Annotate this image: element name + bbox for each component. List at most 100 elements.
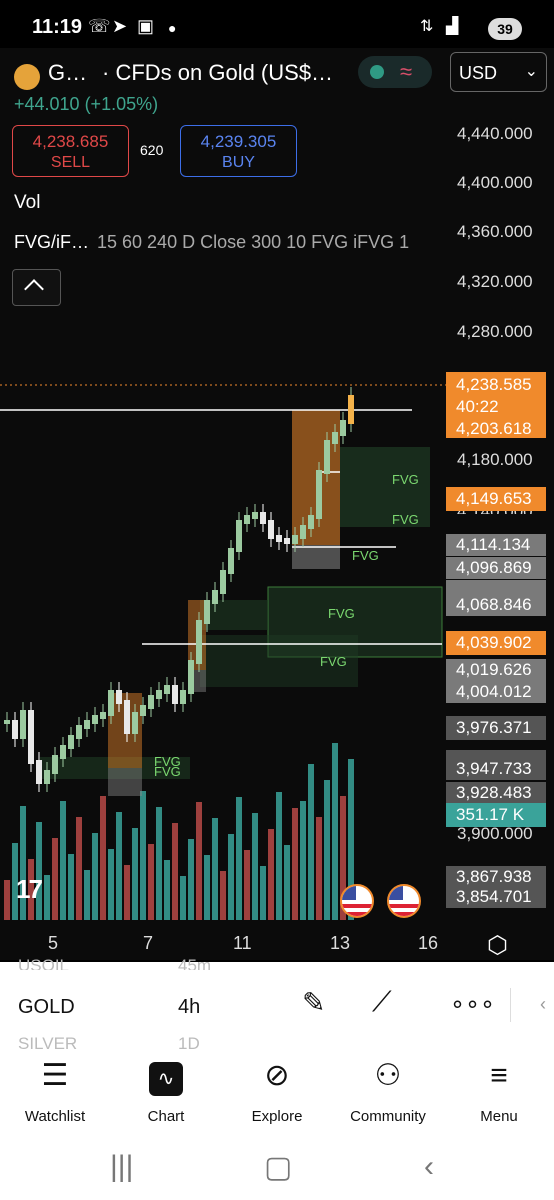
candle-body [244, 515, 250, 524]
candle-body [284, 538, 290, 544]
price-tag-hidden [446, 580, 546, 594]
volume-bar [84, 870, 90, 920]
fvg-label: FVG [352, 548, 379, 563]
volume-bar [196, 802, 202, 920]
candle-body [324, 440, 330, 474]
nav-explore-label: Explore [251, 1108, 303, 1125]
us-flag-event-icon[interactable] [387, 884, 421, 918]
interval-picker-next[interactable]: 1D [178, 1034, 200, 1050]
wave-icon: ≈ [400, 59, 413, 84]
candle-body [4, 720, 10, 724]
price-tag: 3,947.733 [446, 758, 546, 780]
price-tag: 4,096.869 [446, 557, 546, 579]
market-status-pill[interactable]: ≈ [358, 56, 432, 88]
nav-watchlist-label: Watchlist [24, 1108, 86, 1125]
currency-select[interactable]: USD ⌄ [450, 52, 547, 92]
candle-body [52, 755, 58, 774]
volume-bar [244, 850, 250, 920]
fvg-zone [40, 757, 190, 779]
nav-community[interactable]: ⚇ Community [333, 1050, 443, 1140]
nav-menu-label: Menu [480, 1108, 518, 1125]
nav-explore[interactable]: ⊘ Explore [222, 1050, 332, 1140]
us-flag-event-icon[interactable] [340, 884, 374, 918]
home-icon[interactable]: ▢ [264, 1151, 293, 1184]
candle-body [156, 690, 162, 699]
candle-body [132, 712, 138, 734]
volume-bar [340, 796, 346, 920]
candle-body [100, 712, 106, 719]
price-tag: 3,928.483 [446, 782, 546, 804]
candle-body [12, 720, 18, 739]
candle-body [236, 520, 242, 552]
symbol-picker-prev[interactable]: USOIL [18, 956, 70, 970]
volume-bar [108, 849, 114, 920]
fvg-zone [340, 447, 430, 527]
nav-chart[interactable]: ∿ Chart [111, 1050, 221, 1140]
bar-countdown: 40:22 [456, 397, 499, 416]
volume-bar [60, 801, 66, 920]
gold-logo-icon[interactable] [14, 64, 40, 90]
last-price: 4,238.585 [456, 375, 532, 394]
sell-button[interactable]: 4,238.685 SELL [12, 125, 129, 177]
trend-line-icon[interactable]: ⟋ [372, 986, 392, 1017]
candle-body [276, 535, 282, 542]
chart-settings-icon[interactable]: ⬡ [487, 932, 508, 959]
status-time: 11:19 [32, 16, 83, 38]
nav-watchlist[interactable]: ☰ Watchlist [0, 1050, 110, 1140]
interval-picker[interactable]: 4h [178, 996, 201, 1018]
more-icon[interactable]: ∘∘∘ [450, 991, 496, 1018]
symbol-picker[interactable]: GOLD [18, 996, 75, 1018]
toolbar-divider [510, 988, 511, 1022]
sell-label: SELL [50, 154, 91, 171]
volume-bar [12, 843, 18, 920]
chevron-down-icon: ⌄ [524, 63, 538, 80]
symbol-description[interactable]: · CFDs on Gold (US$… [102, 60, 334, 85]
price-tag: 4,149.653 [446, 487, 546, 511]
fvg-zones [40, 447, 443, 779]
interval-picker-prev[interactable]: 45m [178, 956, 212, 970]
volume-bar [148, 844, 154, 920]
volume-indicator-label[interactable]: Vol [14, 192, 41, 213]
compass-icon: ⊘ [264, 1059, 290, 1092]
candle-body [164, 685, 170, 694]
volume-bar [92, 833, 98, 920]
drawing-pen-icon[interactable]: ✎ [302, 987, 326, 1018]
symbol-picker-next[interactable]: SILVER [18, 1034, 78, 1050]
candle-body [68, 735, 74, 749]
watchlist-icon: ☰ [41, 1059, 69, 1092]
community-icon: ⚇ [374, 1059, 402, 1092]
candle-body [348, 395, 354, 424]
volume-bar [28, 859, 34, 920]
screen-icon: ▣ [137, 16, 155, 36]
symbol-short[interactable]: G… [48, 60, 88, 85]
price-chart[interactable] [0, 48, 554, 960]
chevron-left-icon[interactable]: ‹ [540, 994, 546, 1014]
fvg-indicator-params: 15 60 240 D Close 300 10 FVG iFVG 1 [97, 232, 410, 252]
recents-icon[interactable]: ||| [110, 1150, 134, 1183]
collapse-indicators-button[interactable] [12, 269, 61, 306]
status-bar: 11:19 ☏ ➤ ▣ ● ⇅ ▟ 39 [0, 0, 554, 48]
buy-button[interactable]: 4,239.305 BUY [180, 125, 297, 177]
price-tag: 4,068.846 [446, 594, 546, 616]
fvg-label: FVG [392, 472, 419, 487]
price-tag: 4,039.902 [446, 631, 546, 655]
nav-community-label: Community [350, 1108, 426, 1125]
candle-body [196, 620, 202, 664]
time-axis-label: 16 [418, 933, 439, 953]
volume-bar [44, 875, 50, 920]
fvg-label: FVG [320, 654, 347, 669]
system-navigation: ||| ▢ ‹ [0, 1140, 554, 1200]
price-axis-label: 4,440.000 [457, 124, 533, 143]
spread-value: 620 [140, 142, 164, 158]
volume-bar [204, 855, 210, 920]
buy-price: 4,239.305 [200, 132, 277, 151]
back-icon[interactable]: ‹ [424, 1150, 434, 1183]
nav-chart-label: Chart [147, 1108, 185, 1125]
nav-menu[interactable]: ≡ Menu [444, 1050, 554, 1140]
price-tag: 4,114.134 [446, 534, 546, 556]
candle-body [92, 715, 98, 724]
order-block [108, 768, 142, 796]
bottom-navigation: ☰ Watchlist ∿ Chart ⊘ Explore ⚇ Communit… [0, 1050, 554, 1140]
volume-bar [132, 828, 138, 920]
fvg-indicator-name[interactable]: FVG/iF… [14, 232, 89, 252]
